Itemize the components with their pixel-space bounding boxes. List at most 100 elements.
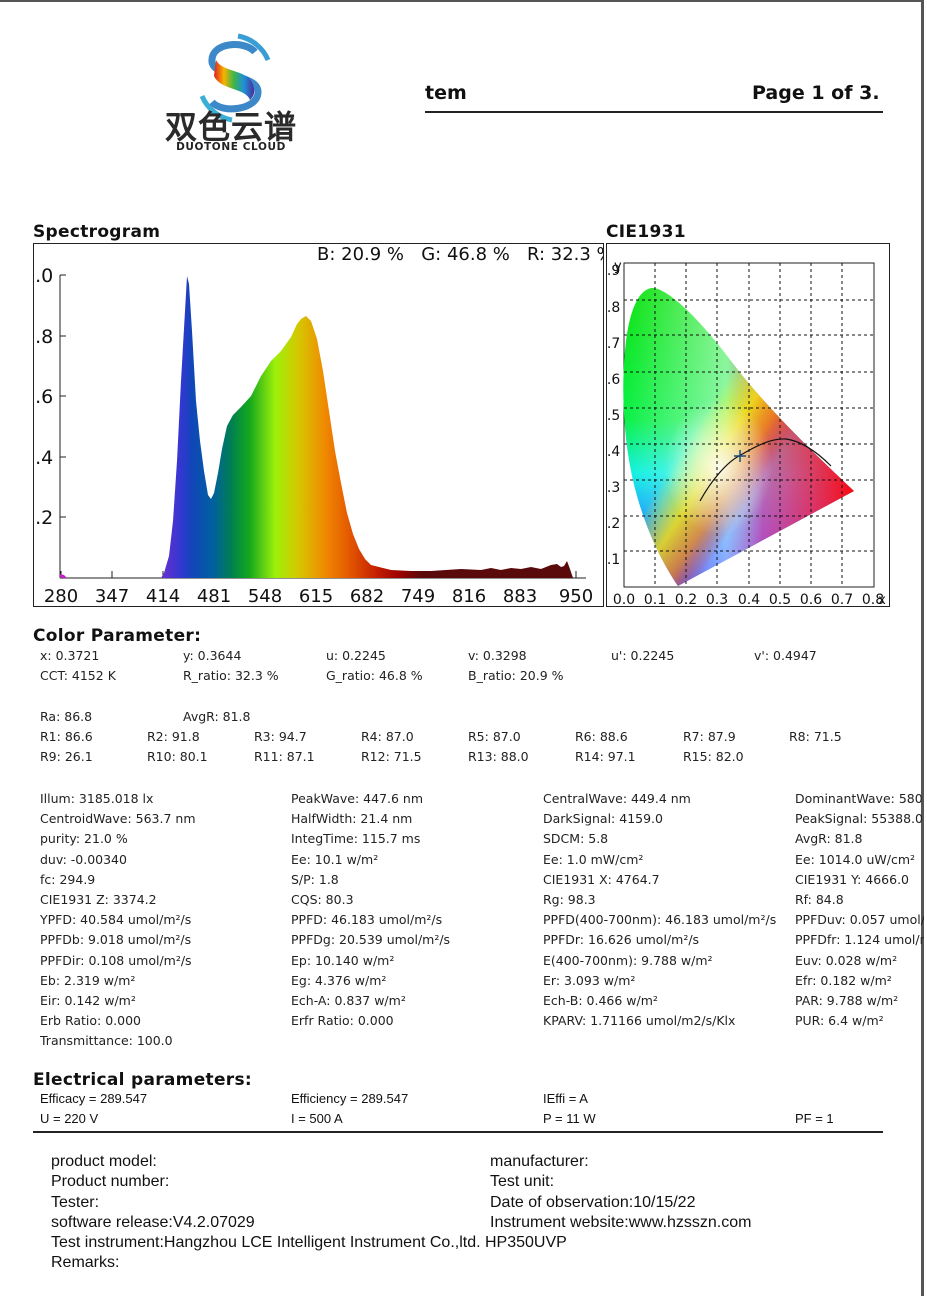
tester: Tester:	[51, 1193, 100, 1211]
svg-text:0.4: 0.4	[607, 444, 620, 460]
remarks: Remarks:	[51, 1254, 120, 1272]
svg-text:280: 280	[44, 586, 78, 607]
param-euv: Euv: 0.028 w/m²	[795, 952, 898, 968]
elec-efficiency: Efficiency = 289.547	[291, 1091, 409, 1106]
elec-voltage: U = 220 V	[40, 1111, 99, 1126]
elec-efficacy: Efficacy = 289.547	[40, 1091, 148, 1106]
param-ppfdfr: PPFDfr: 1.124 umol/m²/s	[795, 932, 924, 948]
svg-text:x: x	[878, 593, 886, 607]
electrical-divider	[33, 1131, 883, 1133]
svg-text:950: 950	[559, 586, 593, 607]
param-r11: R11: 87.1	[254, 749, 315, 764]
svg-text:0.1: 0.1	[644, 592, 666, 607]
spectrogram-chart: B: 20.9 % G: 46.8 % R: 32.3 %	[33, 243, 604, 607]
svg-text:414: 414	[146, 586, 180, 607]
param-cie1931-z: CIE1931 Z: 3374.2	[40, 892, 157, 908]
param-ppfd: PPFD: 46.183 umol/m²/s	[291, 912, 443, 928]
param-erb-ratio: Erb Ratio: 0.000	[40, 1013, 142, 1029]
instrument-website: Instrument website:www.hzsszn.com	[490, 1213, 752, 1231]
rgb-ratio-summary: B: 20.9 % G: 46.8 % R: 32.3 %	[317, 244, 604, 265]
brand-chinese-name: 双色云谱	[164, 108, 297, 146]
elec-power: P = 11 W	[543, 1111, 596, 1126]
svg-text:0.7: 0.7	[607, 336, 620, 352]
param-ppfdr: PPFDr: 16.626 umol/m²/s	[543, 932, 700, 948]
svg-text:0.2: 0.2	[34, 507, 53, 529]
svg-text:749: 749	[401, 586, 435, 607]
svg-text:0.3: 0.3	[607, 480, 620, 496]
svg-text:0.6: 0.6	[607, 372, 620, 388]
electrical-parameters-title: Electrical parameters:	[33, 1070, 252, 1090]
param-r13: R13: 88.0	[468, 749, 529, 764]
svg-text:0.4: 0.4	[34, 447, 53, 469]
param-r15: R15: 82.0	[683, 749, 744, 764]
param-ppfduv: PPFDuv: 0.057 umol/m²/s	[795, 912, 924, 928]
cie-chart: 0.9 0.8 0.7 0.6 0.5 0.4 0.3 0.2 0.1 y 0.0 0.1…	[606, 243, 890, 607]
param-halfwidth: HalfWidth: 21.4 nm	[291, 811, 413, 827]
svg-text:0.2: 0.2	[675, 592, 697, 607]
param-integtime: IntegTime: 115.7 ms	[291, 831, 421, 847]
param-cie1931-y: CIE1931 Y: 4666.0	[795, 871, 909, 887]
page-indicator: Page 1 of 3.	[752, 82, 880, 104]
svg-text:0.0: 0.0	[613, 592, 635, 607]
param-avgr: AvgR: 81.8	[183, 709, 251, 724]
test-instrument: Test instrument:Hangzhou LCE Intelligent…	[51, 1234, 567, 1252]
svg-text:0.6: 0.6	[800, 592, 822, 607]
param-eg: Eg: 4.376 w/m²	[291, 972, 387, 988]
param-g-ratio: G_ratio: 46.8 %	[326, 668, 423, 683]
param-u-prime: u': 0.2245	[611, 648, 675, 663]
param-rf: Rf: 84.8	[795, 892, 844, 908]
param-r4: R4: 87.0	[361, 729, 414, 744]
param-transmittance: Transmittance: 100.0	[40, 1033, 173, 1049]
footer-right: manufacturer: Test unit: Date of observa…	[490, 1152, 751, 1233]
header-divider	[425, 111, 883, 113]
param-ppfdg: PPFDg: 20.539 umol/m²/s	[291, 932, 451, 948]
param-r7: R7: 87.9	[683, 729, 736, 744]
params-column-2: PeakWave: 447.6 nm HalfWidth: 21.4 nm In…	[291, 789, 450, 1031]
param-u: u: 0.2245	[326, 648, 386, 663]
svg-text:0.9: 0.9	[607, 263, 620, 279]
params-column-1: Illum: 3185.018 lx CentroidWave: 563.7 n…	[40, 789, 196, 1052]
param-sp: S/P: 1.8	[291, 871, 339, 887]
param-fc: fc: 294.9	[40, 871, 96, 887]
param-illum: Illum: 3185.018 lx	[40, 791, 154, 806]
param-purity: purity: 21.0 %	[40, 831, 128, 847]
param-eir: Eir: 0.142 w/m²	[40, 993, 136, 1009]
param-efr: Efr: 0.182 w/m²	[795, 972, 892, 988]
param-er: Er: 3.093 w/m²	[543, 972, 636, 988]
param-darksignal: DarkSignal: 4159.0	[543, 811, 663, 827]
svg-text:682: 682	[350, 586, 384, 607]
product-model: product model:	[51, 1153, 157, 1170]
param-centroidwave: CentroidWave: 563.7 nm	[40, 811, 196, 827]
param-ppfd-400-700: PPFD(400-700nm): 46.183 umol/m²/s	[543, 912, 777, 928]
param-r-ratio: R_ratio: 32.3 %	[183, 668, 279, 683]
spectrogram-title: Spectrogram	[33, 222, 161, 242]
manufacturer: manufacturer:	[490, 1153, 589, 1170]
color-parameter-title: Color Parameter:	[33, 626, 202, 646]
svg-text:0.5: 0.5	[607, 408, 620, 424]
param-kparv: KPARV: 1.71166 umol/m2/s/Klx	[543, 1013, 736, 1029]
param-avgr-2: AvgR: 81.8	[795, 831, 863, 847]
software-release: software release:V4.2.07029	[51, 1213, 255, 1231]
svg-text:481: 481	[197, 586, 231, 607]
svg-text:0.7: 0.7	[831, 592, 853, 607]
svg-text:548: 548	[248, 586, 282, 607]
param-v: v: 0.3298	[468, 648, 527, 663]
param-r10: R10: 80.1	[147, 749, 208, 764]
param-sdcm: SDCM: 5.8	[543, 831, 609, 847]
param-r8: R8: 71.5	[789, 729, 842, 744]
cie-diagram-plot: 0.9 0.8 0.7 0.6 0.5 0.4 0.3 0.2 0.1 y 0.0 0.1…	[607, 259, 886, 607]
param-dominantwave: DominantWave: 580	[795, 791, 923, 806]
brand-english-name: DUOTONE CLOUD	[176, 141, 286, 153]
param-v-prime: v': 0.4947	[754, 648, 817, 663]
param-r3: R3: 94.7	[254, 729, 307, 744]
param-ee-uwcm2: Ee: 1014.0 uW/cm²	[795, 851, 916, 867]
param-r5: R5: 87.0	[468, 729, 521, 744]
report-title: tem	[425, 82, 467, 104]
svg-text:1.0: 1.0	[34, 265, 53, 287]
param-ech-a: Ech-A: 0.837 w/m²	[291, 993, 406, 1009]
elec-power-factor: PF = 1	[795, 1111, 834, 1126]
param-ppfdb: PPFDb: 9.018 umol/m²/s	[40, 932, 192, 948]
param-ee-wm2: Ee: 10.1 w/m²	[291, 851, 379, 867]
footer-left: product model: Product number: Tester: s…	[51, 1152, 567, 1274]
